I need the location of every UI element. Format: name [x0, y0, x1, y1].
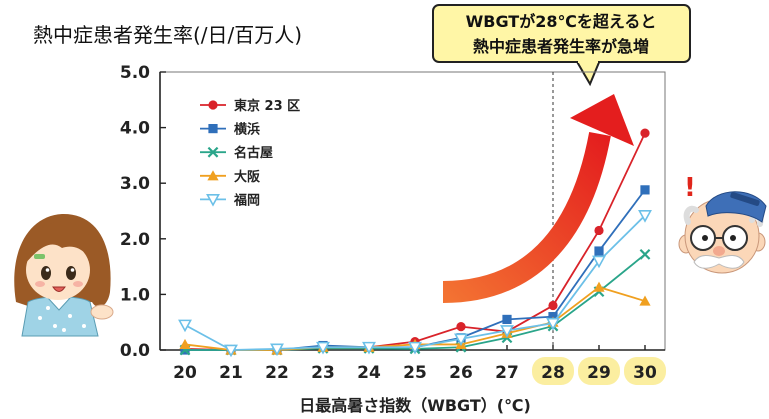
- data-point: [592, 255, 606, 269]
- callout-joint: [578, 59, 598, 63]
- x-tick-label: 23: [311, 363, 335, 383]
- data-point: [224, 344, 238, 358]
- x-tick-highlight: [532, 357, 574, 385]
- arrow-head: [570, 94, 634, 146]
- y-axis: 0.0 1.0 2.0 3.0 4.0 5.0: [120, 63, 166, 361]
- data-point: [639, 248, 651, 260]
- data-point: [178, 319, 192, 333]
- data-point: [638, 210, 652, 223]
- x-axis: 20 21 22 23 24 25 26 27 28 29 30: [173, 345, 657, 383]
- legend-label: 横浜: [234, 122, 260, 138]
- series-line: [184, 132, 646, 351]
- data-point: [456, 322, 466, 332]
- data-point: [502, 314, 512, 325]
- data-point: [640, 185, 650, 195]
- x-tick-label: 20: [173, 363, 197, 383]
- x-tick-label: 26: [449, 363, 473, 383]
- data-point: [208, 124, 218, 134]
- y-tick-label: 0.0: [120, 341, 150, 361]
- data-point: [639, 295, 651, 306]
- data-point: [208, 100, 218, 110]
- girl-illustration: [14, 213, 114, 337]
- x-tick-label: 27: [495, 363, 519, 383]
- data-point: [179, 338, 191, 350]
- legend-label: 大阪: [234, 169, 261, 185]
- exclamation-mark: !: [684, 173, 696, 203]
- legend-item: 名古屋: [200, 145, 273, 161]
- data-point: [594, 246, 604, 256]
- legend-item: 福岡: [200, 192, 260, 208]
- data-point: [548, 300, 558, 311]
- data-point: [207, 146, 219, 158]
- x-tick-label: 21: [219, 363, 243, 383]
- x-tick-label: 29: [587, 363, 611, 383]
- chart-title: 熱中症患者発生率(/日/百万人): [33, 23, 302, 47]
- x-tick-label: 28: [541, 363, 565, 383]
- professor-illustration: !: [678, 173, 767, 274]
- data-point: [316, 341, 330, 355]
- legend-label: 福岡: [233, 192, 260, 208]
- data-point: [593, 281, 605, 292]
- y-tick-label: 4.0: [120, 119, 150, 139]
- data-point: [546, 317, 560, 331]
- x-axis-title: 日最高暑さ指数（WBGT）(℃): [299, 396, 531, 415]
- series: [178, 210, 652, 358]
- legend-label: 東京 23 区: [234, 98, 300, 114]
- legend-item: 横浜: [200, 122, 260, 138]
- data-point: [207, 170, 219, 181]
- x-tick-highlight: [624, 357, 666, 385]
- data-point: [500, 325, 514, 338]
- data-point: [206, 194, 220, 207]
- data-point: [640, 128, 650, 138]
- x-tick-label: 30: [633, 363, 657, 383]
- data-point: [408, 341, 422, 355]
- series: [180, 128, 650, 355]
- x-tick-label: 24: [357, 363, 381, 383]
- x-tick-highlights: [532, 357, 666, 385]
- data-point: [270, 343, 284, 357]
- callout-line-2: 熱中症患者発生率が急増: [473, 37, 649, 56]
- data-point: [362, 341, 376, 355]
- x-tick-highlight: [578, 357, 620, 385]
- callout-line-1: WBGTが28℃を超えると: [466, 12, 657, 31]
- data-point: [454, 333, 468, 347]
- rising-arrow: [442, 94, 634, 303]
- legend-item: 東京 23 区: [200, 98, 300, 114]
- x-tick-label: 25: [403, 363, 427, 383]
- legend-label: 名古屋: [234, 145, 273, 161]
- y-tick-label: 1.0: [120, 285, 150, 305]
- data-point: [594, 225, 604, 236]
- x-tick-label: 22: [265, 363, 289, 383]
- callout: WBGTが28℃を超えると 熱中症患者発生率が急増: [432, 4, 691, 87]
- y-tick-label: 2.0: [120, 230, 150, 250]
- y-tick-label: 5.0: [120, 63, 150, 83]
- series-layer: [178, 128, 652, 358]
- callout-box: [432, 4, 691, 63]
- legend-item: 大阪: [200, 169, 261, 185]
- y-tick-label: 3.0: [120, 174, 150, 194]
- arrow-body: [442, 131, 611, 303]
